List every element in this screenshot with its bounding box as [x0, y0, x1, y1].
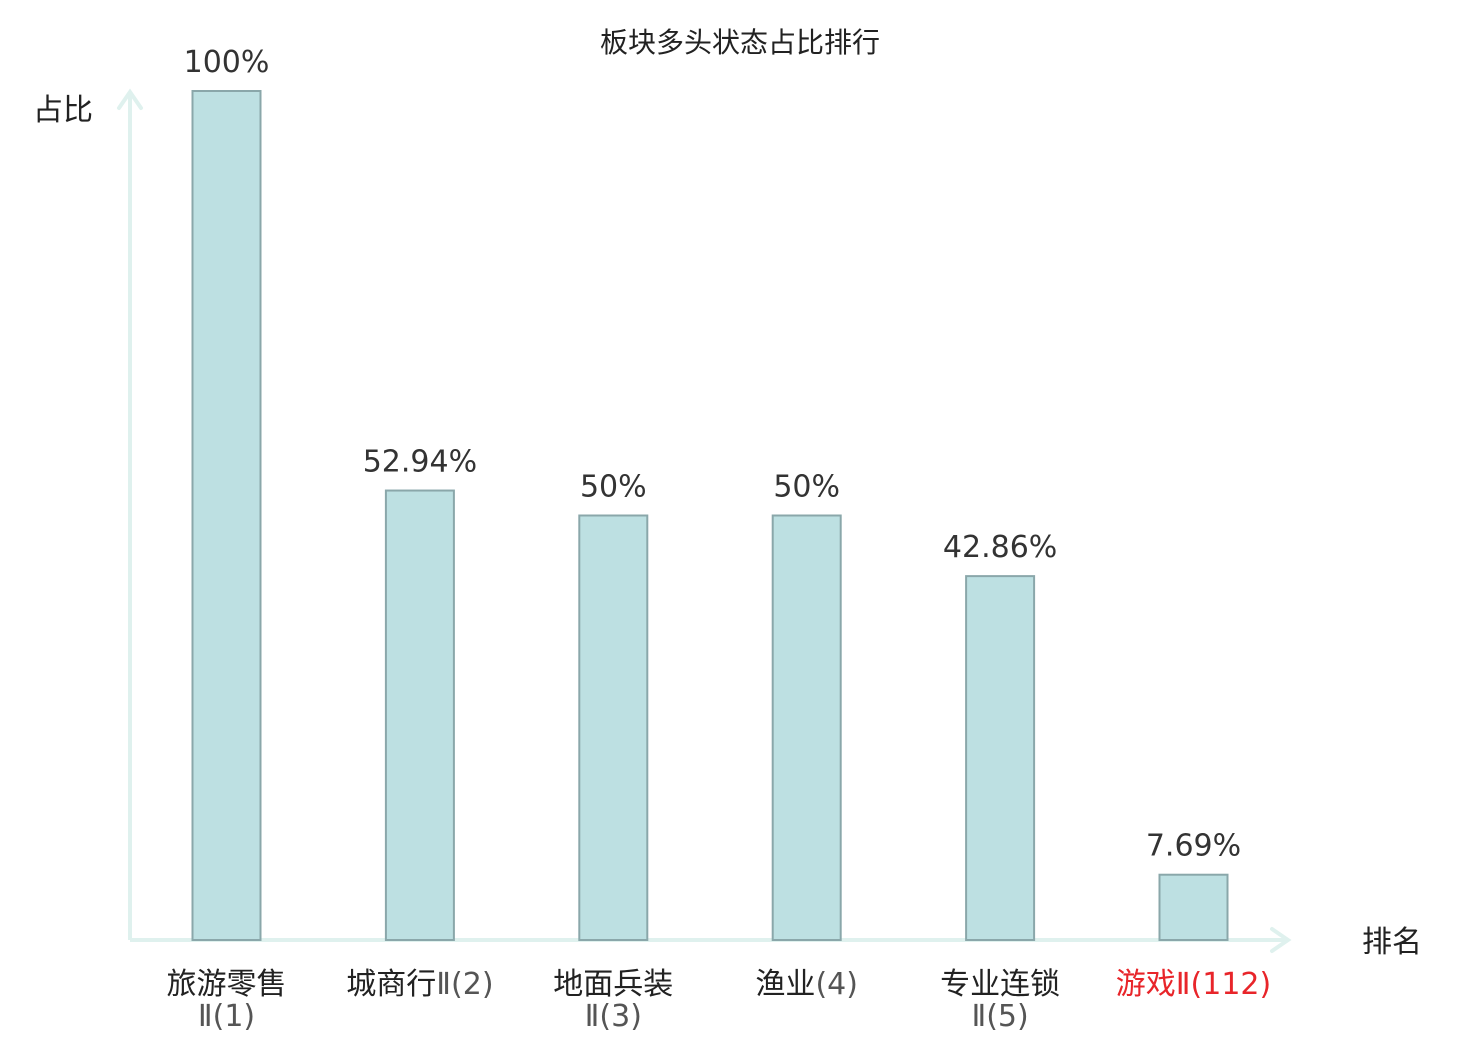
category-rank-label: Ⅱ(5)	[971, 999, 1028, 1034]
category-label: 地面兵装	[553, 967, 673, 1002]
y-axis-arrow-icon	[117, 88, 143, 110]
bar-value-label: 7.69%	[1146, 829, 1241, 864]
category-name: 游戏	[1116, 967, 1176, 1002]
category-rank-label: (4)	[815, 967, 858, 1002]
bar	[965, 575, 1036, 941]
category-name: 渔业	[755, 967, 815, 1002]
category-rank-label: Ⅱ(112)	[1176, 967, 1271, 1002]
category-rank-label: Ⅱ(3)	[585, 999, 642, 1034]
y-axis-label: 占比	[33, 93, 93, 128]
category-label: 旅游零售	[167, 967, 287, 1002]
category-label: 渔业(4)	[755, 967, 858, 1002]
bars-group	[191, 90, 1229, 942]
category-name: 城商行	[346, 967, 436, 1002]
category-label: 游戏Ⅱ(112)	[1116, 967, 1271, 1002]
category-label: 专业连锁	[940, 967, 1060, 1002]
bar-value-label: 52.94%	[363, 445, 477, 480]
bar	[1158, 873, 1229, 942]
bar-value-label: 50%	[580, 470, 647, 505]
category-rank-label: Ⅱ(1)	[198, 999, 255, 1034]
bar	[191, 90, 262, 941]
x-axis-arrow-icon	[1270, 927, 1292, 953]
bar-value-label: 50%	[773, 470, 840, 505]
value-labels-group: 100% 52.94% 50% 50% 42.86% 7.69%	[184, 45, 1242, 864]
bar-value-label: 42.86%	[943, 530, 1057, 565]
x-axis-label: 排名	[1362, 925, 1422, 960]
bar	[384, 489, 455, 941]
bar	[771, 514, 842, 941]
category-label: 城商行Ⅱ(2)	[346, 967, 493, 1002]
bar	[578, 514, 649, 941]
bar-value-label: 100%	[184, 45, 270, 80]
axes	[117, 88, 1292, 953]
category-rank-label: Ⅱ(2)	[436, 967, 493, 1002]
chart-title: 板块多头状态占比排行	[600, 26, 880, 59]
